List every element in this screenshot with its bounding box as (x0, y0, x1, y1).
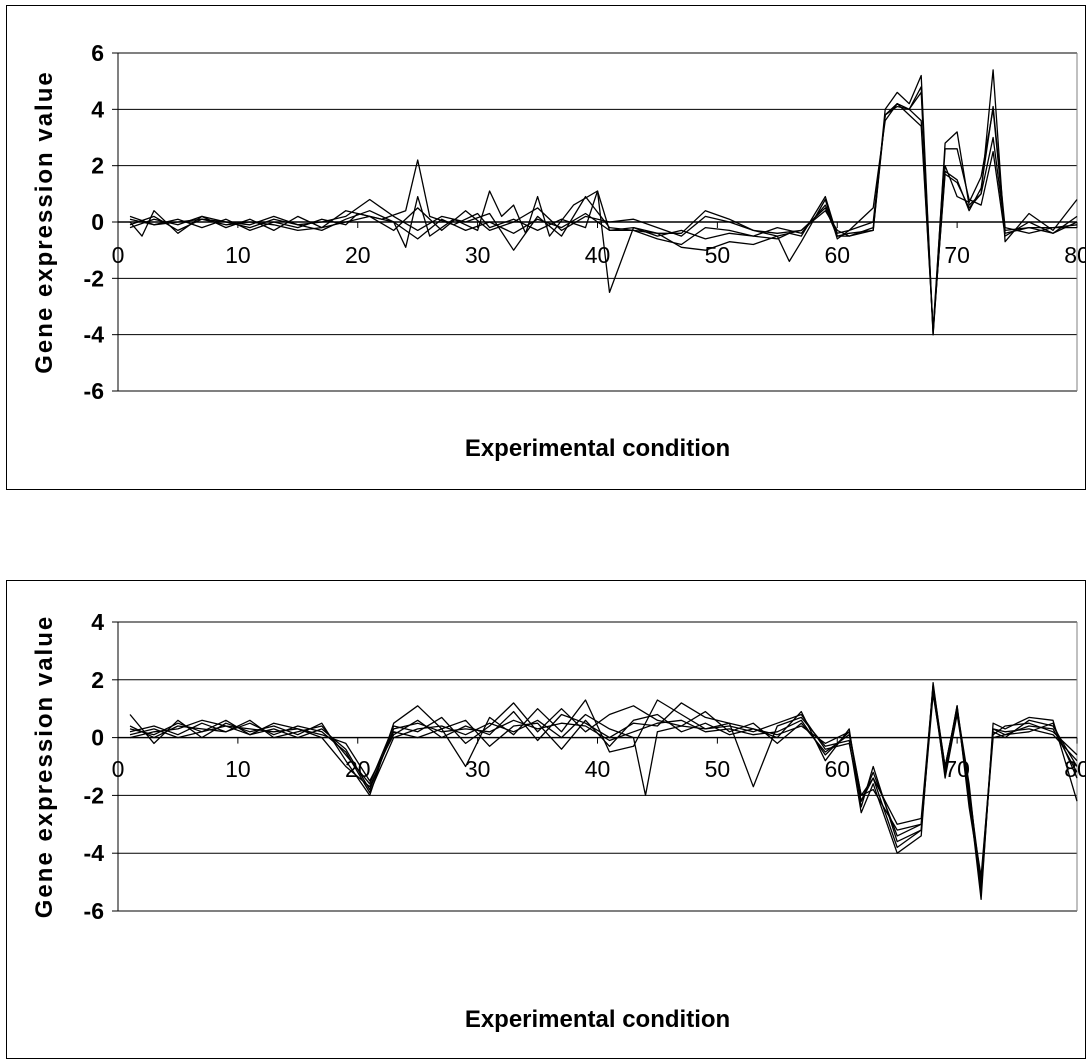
x-tick-label: 10 (225, 242, 251, 268)
y-tick-label: 4 (91, 609, 104, 635)
x-tick-label: 40 (585, 756, 611, 782)
series-line-6 (129, 693, 1078, 883)
y-axis-title: Gene expression value (31, 70, 58, 373)
y-tick-label: 0 (91, 209, 104, 235)
y-tick-label: 2 (91, 667, 104, 693)
y-tick-label: 4 (91, 96, 104, 122)
chart-panel-top: 6 4 2 0 -2 -4 -6 0 10 20 30 40 50 60 70 80 Experimental … (6, 5, 1086, 490)
series-line-1 (129, 684, 1078, 895)
series-line-5 (129, 103, 1078, 330)
chart-panel-bottom: 4 2 0 -2 -4 -6 0 10 20 30 40 50 60 70 80 Experimental c… (6, 580, 1086, 1059)
y-tick-label: -2 (84, 782, 104, 808)
x-axis-title: Experimental condition (465, 435, 730, 462)
series-line-3 (129, 103, 1078, 330)
series-line-2 (129, 682, 1078, 901)
x-tick-label: 20 (345, 242, 371, 268)
y-tick-label: -2 (84, 265, 104, 291)
y-tick-label: -6 (84, 898, 104, 924)
x-tick-label: 80 (1064, 242, 1086, 268)
x-tick-label: 70 (944, 242, 970, 268)
y-axis-title: Gene expression value (31, 615, 58, 918)
y-tick-label: 6 (91, 40, 104, 66)
x-tick-label: 30 (465, 242, 491, 268)
y-tick-label: -6 (84, 378, 104, 404)
x-axis-title: Experimental condition (465, 1006, 730, 1033)
series-line-4 (129, 86, 1077, 333)
series-line-5 (129, 684, 1078, 889)
y-tick-label: 0 (91, 725, 104, 751)
x-tick-label: 60 (824, 242, 850, 268)
x-tick-label: 10 (225, 756, 251, 782)
y-tick-label: -4 (84, 840, 105, 866)
y-tick-label: -4 (84, 322, 105, 348)
x-tick-label: 60 (824, 756, 850, 782)
y-tick-label: 2 (91, 153, 104, 179)
x-tick-label: 0 (112, 756, 125, 782)
x-tick-label: 0 (112, 242, 125, 268)
x-tick-label: 50 (705, 756, 731, 782)
series-line-4 (129, 687, 1078, 877)
